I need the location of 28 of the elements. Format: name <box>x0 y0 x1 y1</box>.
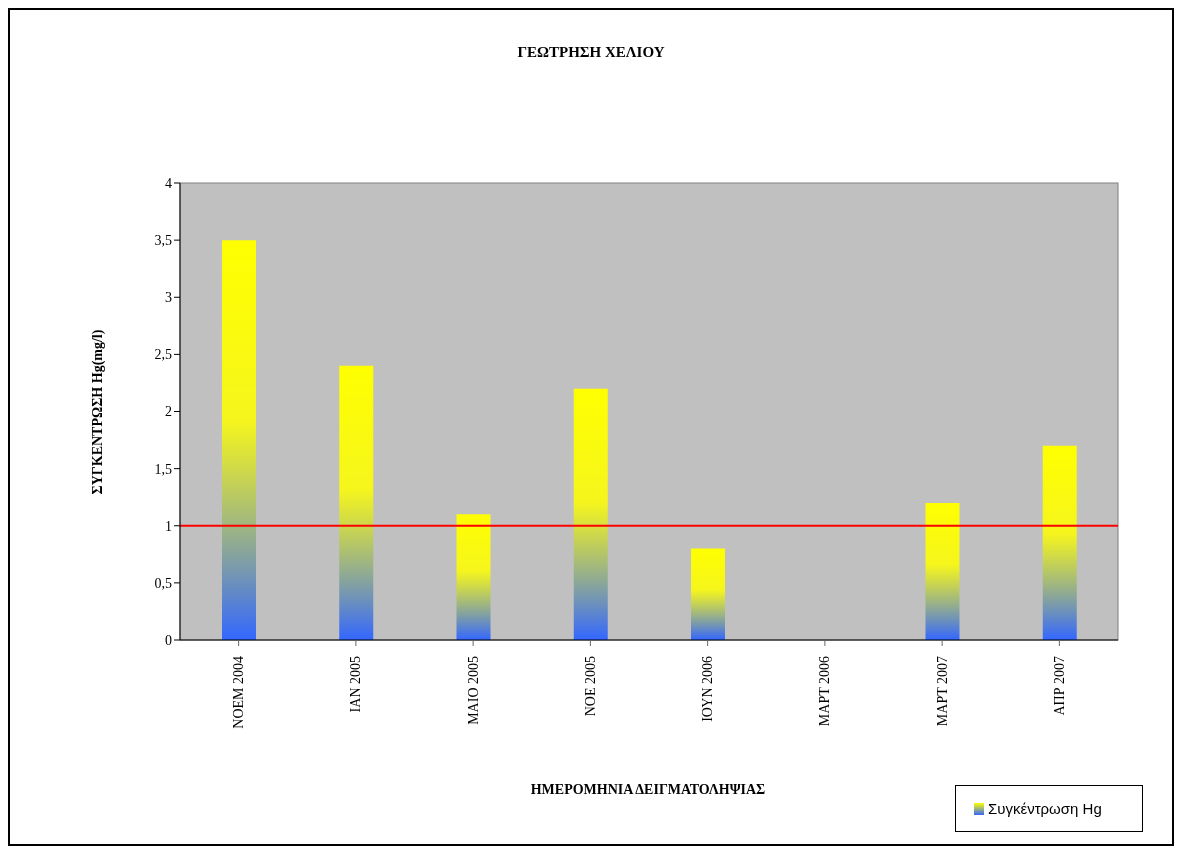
y-tick-label: 3,5 <box>154 233 172 249</box>
x-tick-label: ΙΟΥΝ 2006 <box>700 656 716 722</box>
bar <box>222 240 256 640</box>
y-tick-label: 1,5 <box>154 461 172 477</box>
x-tick-label: ΜΑΡΤ 2006 <box>817 656 833 727</box>
y-tick-label: 4 <box>165 175 172 191</box>
y-tick-label: 1 <box>165 518 172 534</box>
x-tick-label: ΝΟΕ 2005 <box>582 656 598 717</box>
bar <box>691 548 725 640</box>
y-tick-label: 2,5 <box>154 347 172 363</box>
legend-label: Συγκέντρωση Hg <box>988 800 1102 817</box>
x-tick-label: ΑΠΡ 2007 <box>1051 656 1067 716</box>
x-tick-label: ΝΟΕΜ 2004 <box>231 656 247 729</box>
x-tick-label: ΜΑΙΟ 2005 <box>465 656 481 725</box>
x-tick-label: ΜΑΡΤ 2007 <box>934 656 950 727</box>
bar <box>456 514 491 640</box>
x-tick-label: ΙΑΝ 2005 <box>348 656 364 713</box>
chart-title: ΓΕΩΤΡΗΣΗ ΧΕΛΙΟΥ <box>516 44 666 61</box>
bar <box>339 365 374 640</box>
y-axis-title: ΣΥΓΚΕΝΤΡΩΣΗ Hg(mg/l) <box>90 329 106 495</box>
bar <box>925 502 960 640</box>
y-tick-label: 0,5 <box>154 575 172 591</box>
y-tick-label: 3 <box>165 290 172 306</box>
y-tick-label: 2 <box>165 404 172 420</box>
y-tick-label: 0 <box>165 632 172 648</box>
bar <box>573 388 608 640</box>
x-axis-title: ΗΜΕΡΟΜΗΝΙΑ ΔΕΙΓΜΑΤΟΛΗΨΙΑΣ <box>529 782 767 798</box>
bar <box>1042 445 1077 640</box>
